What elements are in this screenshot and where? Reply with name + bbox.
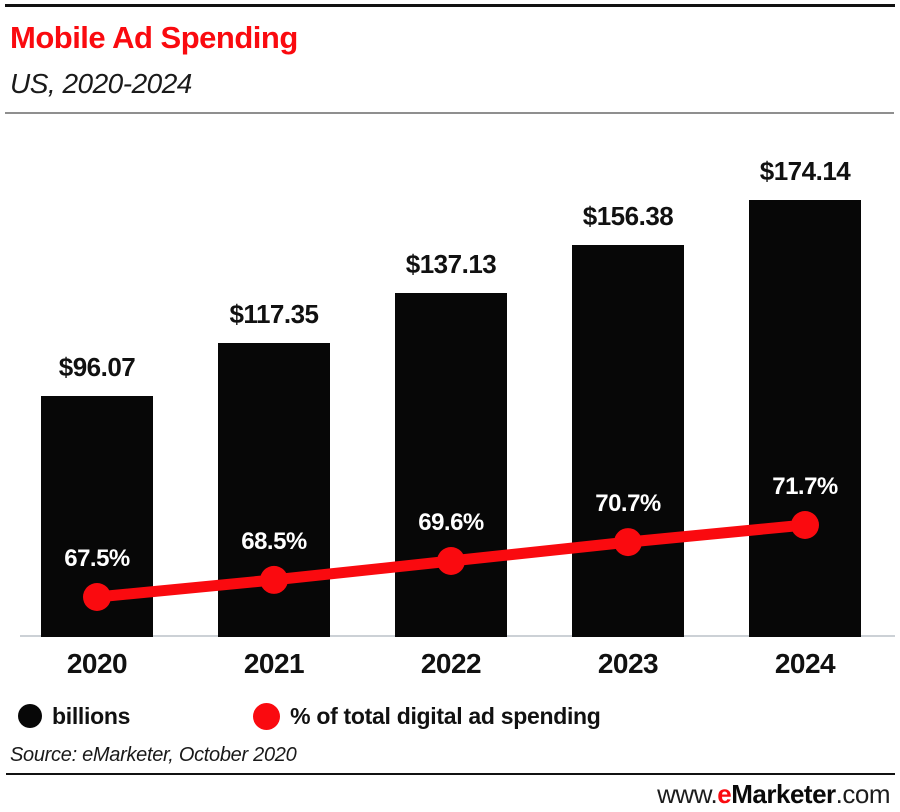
legend-bar-marker-icon [18, 704, 42, 728]
bar-2021 [218, 342, 330, 637]
line-point-label-2023: 70.7% [595, 490, 661, 518]
bar-value-label-2022: $137.13 [405, 248, 497, 279]
bar-2020 [41, 395, 153, 637]
x-axis-label-2024: 2024 [774, 648, 836, 679]
header-divider-line [5, 112, 894, 114]
x-axis-label-2022: 2022 [420, 648, 482, 679]
page-subtitle: US, 2020-2024 [10, 68, 192, 99]
footer-brand-rest: Marketer [731, 779, 836, 809]
line-point-label-2021: 68.5% [241, 527, 307, 555]
legend-line-marker-icon [253, 702, 281, 730]
footer-brand-e: e [717, 779, 732, 809]
legend-label-billions: billions [52, 702, 131, 729]
source-note: Source: eMarketer, October 2020 [10, 744, 297, 766]
footer-divider-line [6, 773, 895, 775]
bar-2023 [572, 244, 684, 637]
page-title: Mobile Ad Spending [10, 20, 298, 55]
bar-value-label-2023: $156.38 [582, 200, 674, 231]
x-axis-label-2020: 2020 [66, 648, 128, 679]
x-axis-label-2021: 2021 [243, 648, 305, 679]
footer-site-url: www.eMarketer.com [657, 779, 890, 810]
bar-2022 [395, 292, 507, 637]
line-point-label-2020: 67.5% [64, 545, 130, 572]
top-border-line [5, 4, 895, 7]
x-axis-label-2023: 2023 [597, 648, 659, 679]
chart-legend: billions % of total digital ad spending [18, 700, 601, 732]
bar-value-label-2024: $174.14 [759, 156, 851, 186]
line-point-label-2024: 71.7% [772, 472, 838, 500]
bar-value-label-2021: $117.35 [229, 298, 319, 329]
footer-com: .com [835, 779, 891, 809]
bar-value-label-2020: $96.07 [58, 351, 136, 382]
legend-label-pct: % of total digital ad spending [290, 702, 601, 729]
footer-www: www. [657, 779, 718, 809]
bar-2024 [749, 200, 861, 637]
line-point-label-2022: 69.6% [418, 509, 484, 536]
